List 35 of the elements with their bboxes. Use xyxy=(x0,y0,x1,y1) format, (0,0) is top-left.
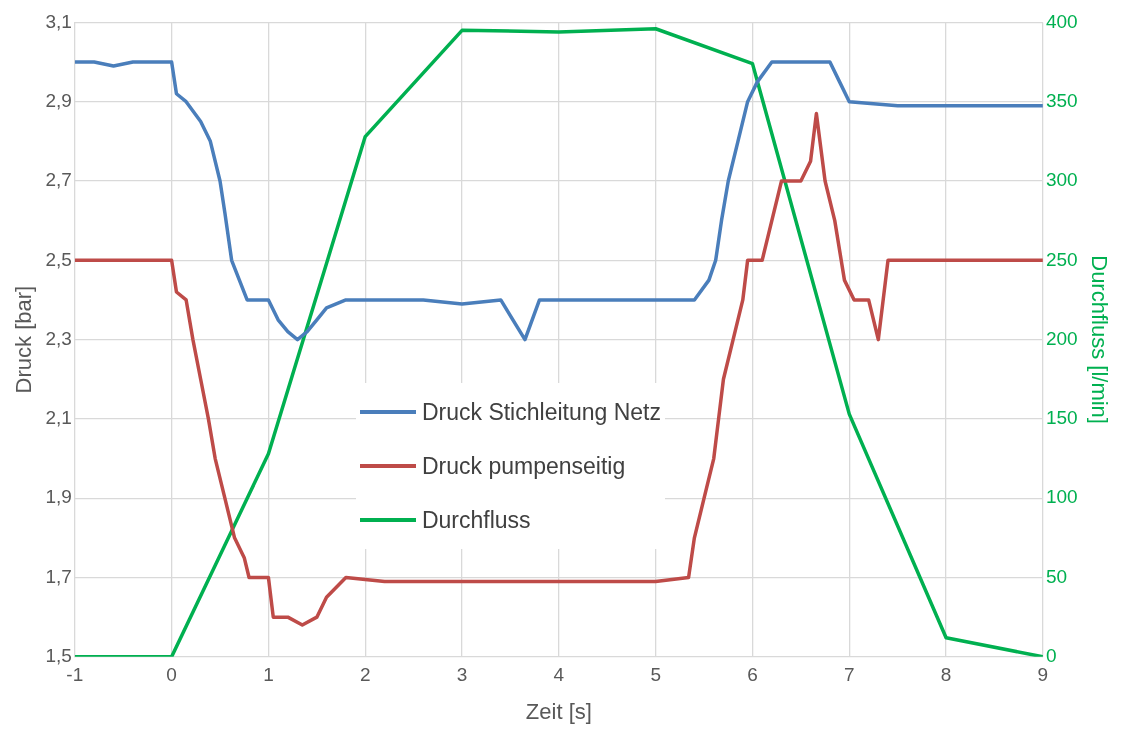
y2-tick-label: 150 xyxy=(1045,407,1078,429)
x-tick-label: 3 xyxy=(456,664,468,686)
y2-axis-title: Durchfluss [l/min] xyxy=(1086,255,1112,424)
x-tick-label: 5 xyxy=(650,664,661,686)
y-tick-label: 2,3 xyxy=(45,327,72,349)
y-tick-label: 1,7 xyxy=(45,565,72,587)
x-tick-label: 1 xyxy=(263,664,274,686)
x-tick-label: 8 xyxy=(940,664,952,686)
x-tick-label: 2 xyxy=(359,664,371,686)
x-tick-label: 4 xyxy=(553,664,565,686)
x-tick-label: 9 xyxy=(1037,664,1049,686)
y2-tick-label: 350 xyxy=(1045,89,1078,111)
y2-tick-label: 0 xyxy=(1045,645,1057,667)
x-tick-label: -1 xyxy=(66,664,84,686)
y-tick-label: 2,7 xyxy=(45,169,72,191)
y-tick-label: 2,9 xyxy=(45,89,72,111)
legend-label: Durchfluss xyxy=(421,506,531,534)
x-tick-label: 7 xyxy=(843,664,855,686)
y2-tick-label: 250 xyxy=(1045,248,1078,270)
y2-tick-label: 100 xyxy=(1045,486,1078,508)
x-tick-label: 6 xyxy=(747,664,758,686)
y2-tick-label: 200 xyxy=(1045,327,1078,349)
y-axis-title: Druck [bar] xyxy=(11,285,37,394)
y-tick-label: 1,5 xyxy=(45,645,72,667)
legend-label: Druck pumpenseitig xyxy=(421,452,626,480)
x-axis-title: Zeit [s] xyxy=(525,698,592,724)
x-tick-label: 0 xyxy=(166,664,177,686)
legend-label: Druck Stichleitung Netz xyxy=(421,398,661,426)
y-tick-label: 1,9 xyxy=(45,486,72,508)
y2-tick-label: 400 xyxy=(1045,10,1078,32)
y-tick-label: 2,1 xyxy=(45,407,72,429)
y2-tick-label: 50 xyxy=(1045,565,1068,587)
y-tick-label: 2,5 xyxy=(45,248,72,270)
y-tick-label: 3,1 xyxy=(45,10,72,32)
y2-tick-label: 300 xyxy=(1045,169,1078,191)
